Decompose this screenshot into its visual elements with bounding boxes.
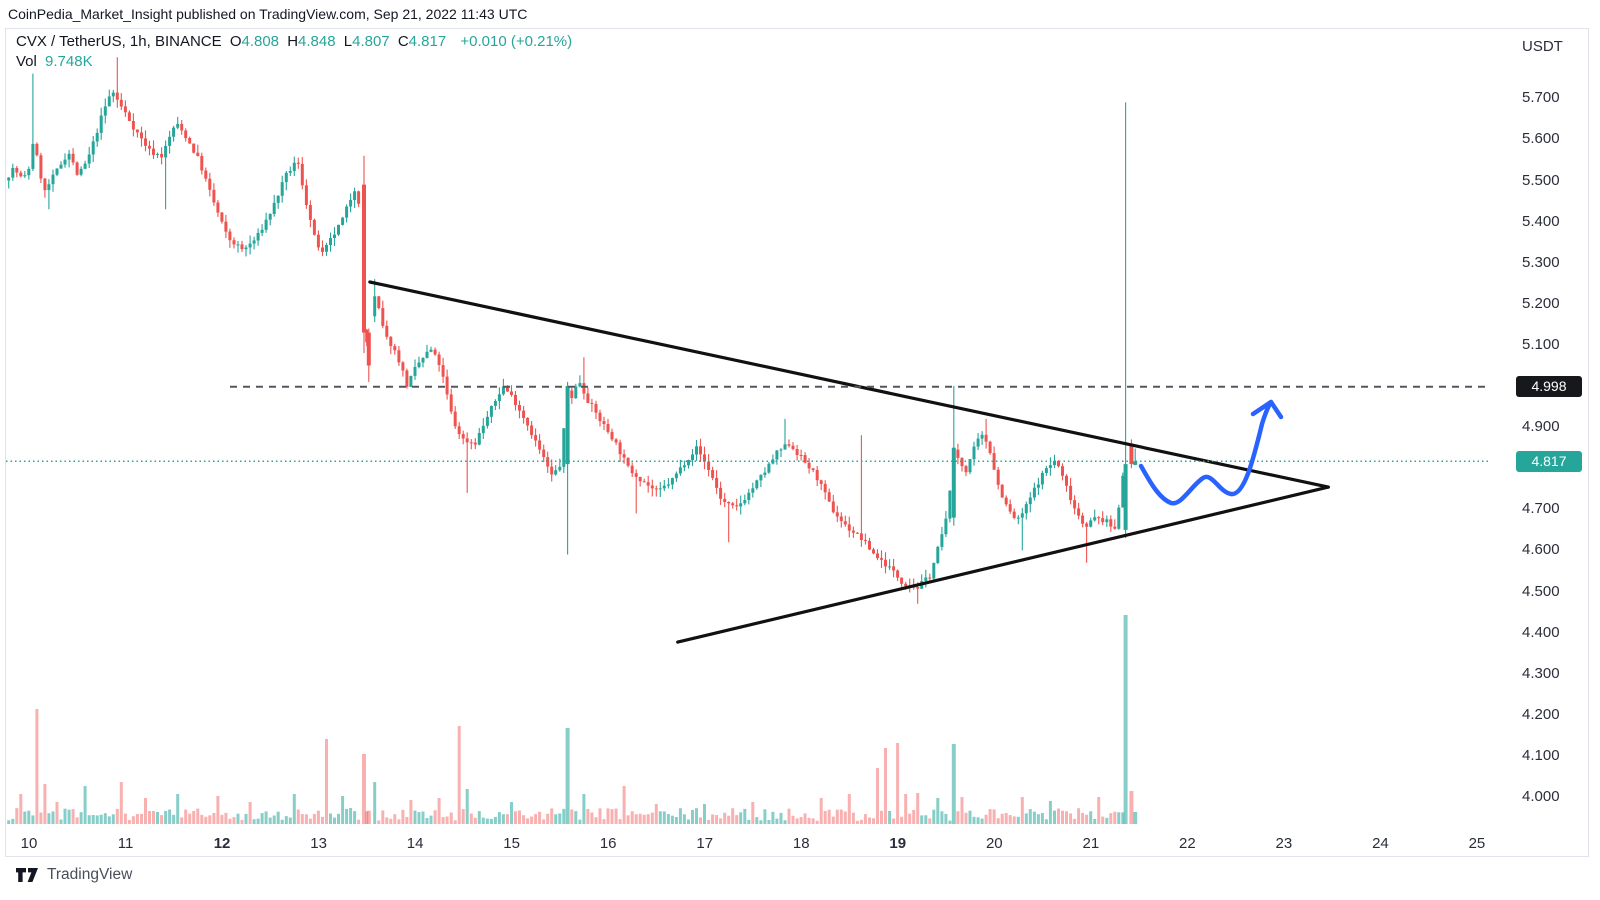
time-axis-label: 20	[985, 835, 1003, 852]
price-axis-label: 4.000	[1522, 788, 1560, 805]
alert-price-label: 4.998	[1516, 376, 1582, 398]
time-axis-label: 24	[1372, 835, 1389, 852]
ohlc-low-value: 4.807	[352, 33, 390, 50]
price-axis-label: 5.600	[1522, 130, 1560, 148]
time-axis-label: 23	[1275, 835, 1293, 852]
price-axis-label: 4.200	[1522, 705, 1560, 723]
tradingview-logo[interactable]: TradingView	[16, 866, 132, 884]
price-axis-label: 5.300	[1522, 253, 1560, 271]
price-axis-label: 4.900	[1522, 418, 1560, 436]
price-axis-label: 4.600	[1522, 541, 1560, 559]
price-axis-label: 4.100	[1522, 746, 1560, 764]
symbol-legend: CVX / TetherUS, 1h, BINANCE O4.808 H4.84…	[16, 33, 576, 70]
time-axis-label: 10	[20, 835, 38, 852]
price-axis-label: 5.100	[1522, 335, 1560, 353]
time-axis-label: 11	[117, 835, 134, 852]
last-price-label: 4.817	[1516, 450, 1582, 472]
price-axis-currency: USDT	[1522, 38, 1563, 55]
tradingview-brand-text: TradingView	[47, 866, 133, 883]
price-axis-label: 4.300	[1522, 664, 1560, 682]
time-axis-label: 12	[213, 835, 231, 852]
time-axis-label: 14	[406, 835, 424, 852]
ohlc-high-label: H	[287, 33, 299, 50]
time-axis-label: 22	[1179, 835, 1196, 852]
tradingview-logo-icon	[16, 868, 38, 882]
volume-label[interactable]: Vol	[16, 53, 37, 70]
price-axis-label: 4.500	[1522, 582, 1560, 600]
price-axis-label: 4.400	[1522, 623, 1560, 641]
ohlc-low-label: L	[343, 33, 353, 50]
ohlc-close-value: 4.817	[408, 33, 447, 50]
volume-series[interactable]	[7, 615, 1138, 824]
volume-value: 9.748K	[45, 53, 93, 70]
price-axis-label: 4.700	[1522, 500, 1560, 518]
time-axis-label: 19	[889, 835, 907, 852]
ohlc-open-label: O	[229, 33, 242, 50]
time-axis-label: 15	[503, 835, 520, 852]
time-axis-label: 21	[1082, 835, 1100, 852]
time-axis-label: 17	[696, 835, 714, 852]
ohlc-high-value: 4.848	[298, 33, 336, 50]
price-axis-label: 5.700	[1522, 89, 1560, 107]
candlestick-series[interactable]	[7, 57, 1138, 604]
symbol-title[interactable]: CVX / TetherUS, 1h, BINANCE	[16, 33, 222, 50]
price-axis-label: 5.200	[1522, 294, 1560, 312]
breakout-arrow-drawing[interactable]	[1138, 399, 1284, 506]
time-axis-label: 16	[599, 835, 617, 852]
time-axis-label: 13	[310, 835, 327, 852]
attribution-header: CoinPedia_Market_Insight published on Tr…	[8, 6, 528, 22]
time-axis-label: 18	[792, 835, 810, 852]
price-axis-label: 5.400	[1522, 212, 1560, 230]
change-value: +0.010 (+0.21%)	[460, 33, 573, 50]
triangle-trendlines[interactable]	[368, 280, 1330, 644]
ohlc-open-value: 4.808	[241, 33, 280, 50]
time-axis-label: 25	[1468, 835, 1486, 852]
chart-frame	[5, 28, 1589, 857]
ohlc-close-label: C	[397, 33, 409, 50]
price-axis-label: 5.500	[1522, 171, 1560, 189]
price-levels[interactable]	[6, 385, 1490, 462]
